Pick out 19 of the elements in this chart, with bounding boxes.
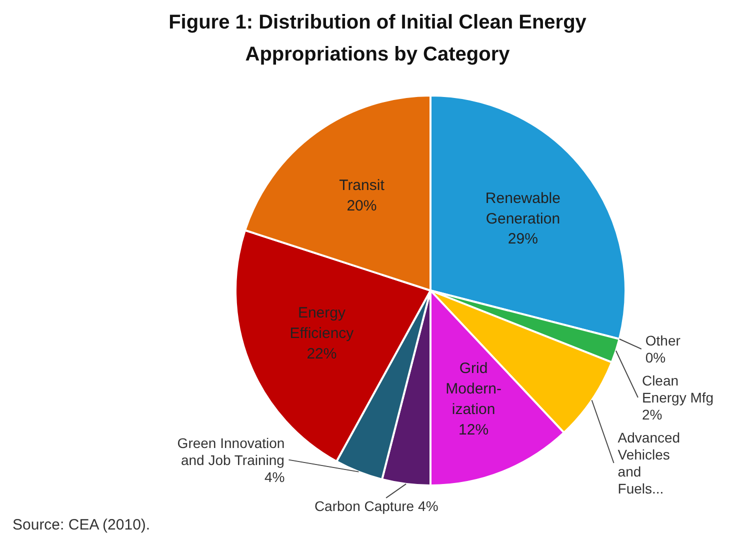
slice-label: Green Innovation and Job Training <box>177 434 285 468</box>
legend-label: Other <box>645 332 681 348</box>
slice-label: Renewable Generation <box>485 190 560 228</box>
slice-label: Carbon Capture <box>314 498 414 514</box>
slice-label: Clean Energy Mfg <box>642 372 714 406</box>
data-label: 22% <box>306 345 337 362</box>
data-label: 20% <box>346 198 377 215</box>
slice-label: Transit <box>339 177 386 194</box>
data-label: 12% <box>458 421 489 438</box>
data-label: 4% <box>418 498 438 514</box>
data-label: 29% <box>508 230 538 248</box>
data-label: 2% <box>642 406 662 422</box>
source-note: Source: CEA (2010). <box>12 516 150 534</box>
slice-label: Energy Efficiency <box>290 304 354 342</box>
slice-label: Grid Modern-ization <box>446 360 502 418</box>
slice-label: Advanced Vehicles and Fuels... <box>618 429 680 496</box>
data-label: 4% <box>264 468 285 485</box>
text: 0% <box>645 349 666 366</box>
chart-title: Figure 1: Distribution of Initial Clean Energy Appropriations by Category <box>168 12 588 66</box>
